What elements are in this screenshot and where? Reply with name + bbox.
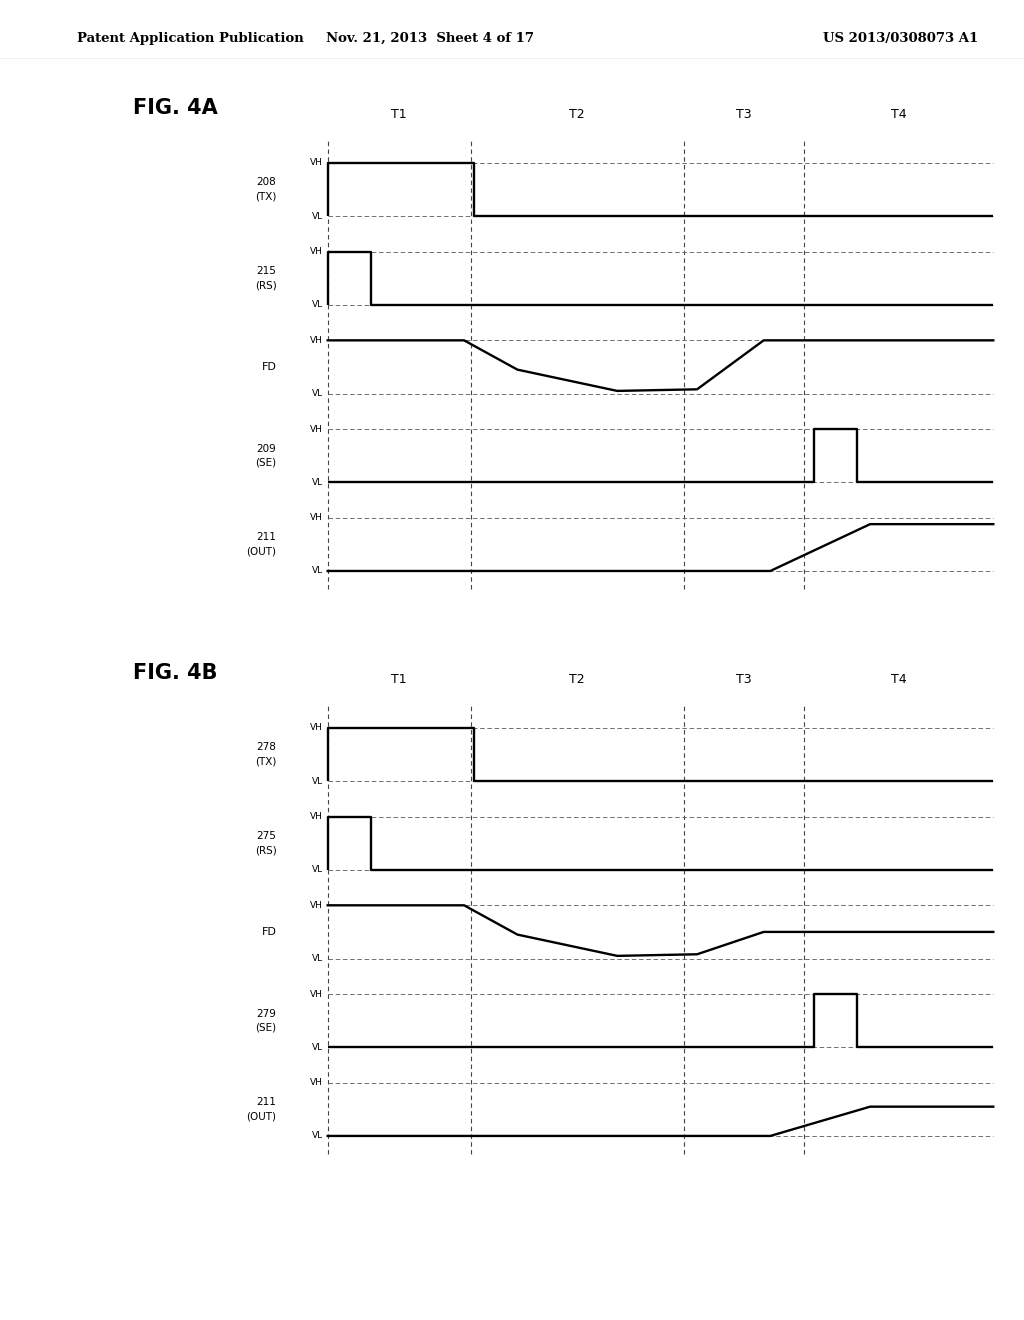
Text: T4: T4	[891, 673, 906, 686]
Text: FIG. 4B: FIG. 4B	[133, 663, 218, 682]
Text: 211: 211	[257, 532, 276, 543]
Text: VH: VH	[309, 335, 323, 345]
Text: VH: VH	[309, 425, 323, 433]
Text: (SE): (SE)	[255, 1023, 276, 1032]
Text: (TX): (TX)	[255, 756, 276, 767]
Text: T4: T4	[891, 108, 906, 121]
Text: T1: T1	[391, 673, 408, 686]
Text: VL: VL	[311, 478, 323, 487]
Text: (RS): (RS)	[255, 845, 276, 855]
Text: (OUT): (OUT)	[247, 1111, 276, 1122]
Text: VH: VH	[309, 990, 323, 998]
Text: T3: T3	[736, 673, 752, 686]
Text: VH: VH	[309, 812, 323, 821]
Text: VL: VL	[311, 389, 323, 399]
Text: FD: FD	[261, 927, 276, 937]
Text: Nov. 21, 2013  Sheet 4 of 17: Nov. 21, 2013 Sheet 4 of 17	[326, 32, 535, 45]
Text: VH: VH	[309, 723, 323, 733]
Text: T3: T3	[736, 108, 752, 121]
Text: Patent Application Publication: Patent Application Publication	[77, 32, 303, 45]
Text: VL: VL	[311, 776, 323, 785]
Text: 208: 208	[257, 177, 276, 187]
Text: FIG. 4A: FIG. 4A	[133, 98, 218, 117]
Text: VH: VH	[309, 1078, 323, 1088]
Text: 278: 278	[257, 742, 276, 752]
Text: T2: T2	[569, 673, 585, 686]
Text: 275: 275	[257, 832, 276, 841]
Text: VL: VL	[311, 301, 323, 309]
Text: US 2013/0308073 A1: US 2013/0308073 A1	[823, 32, 979, 45]
Text: VH: VH	[309, 513, 323, 523]
Text: T2: T2	[569, 108, 585, 121]
Text: (SE): (SE)	[255, 458, 276, 467]
Text: FD: FD	[261, 362, 276, 372]
Text: 279: 279	[257, 1008, 276, 1019]
Text: T1: T1	[391, 108, 408, 121]
Text: VL: VL	[311, 211, 323, 220]
Text: (OUT): (OUT)	[247, 546, 276, 557]
Text: VH: VH	[309, 158, 323, 168]
Text: (RS): (RS)	[255, 280, 276, 290]
Text: VL: VL	[311, 566, 323, 576]
Text: VL: VL	[311, 1131, 323, 1140]
Text: VL: VL	[311, 866, 323, 874]
Text: VL: VL	[311, 954, 323, 964]
Text: (TX): (TX)	[255, 191, 276, 202]
Text: 211: 211	[257, 1097, 276, 1107]
Text: 215: 215	[257, 267, 276, 276]
Text: VH: VH	[309, 900, 323, 909]
Text: 209: 209	[257, 444, 276, 454]
Text: VH: VH	[309, 247, 323, 256]
Text: VL: VL	[311, 1043, 323, 1052]
